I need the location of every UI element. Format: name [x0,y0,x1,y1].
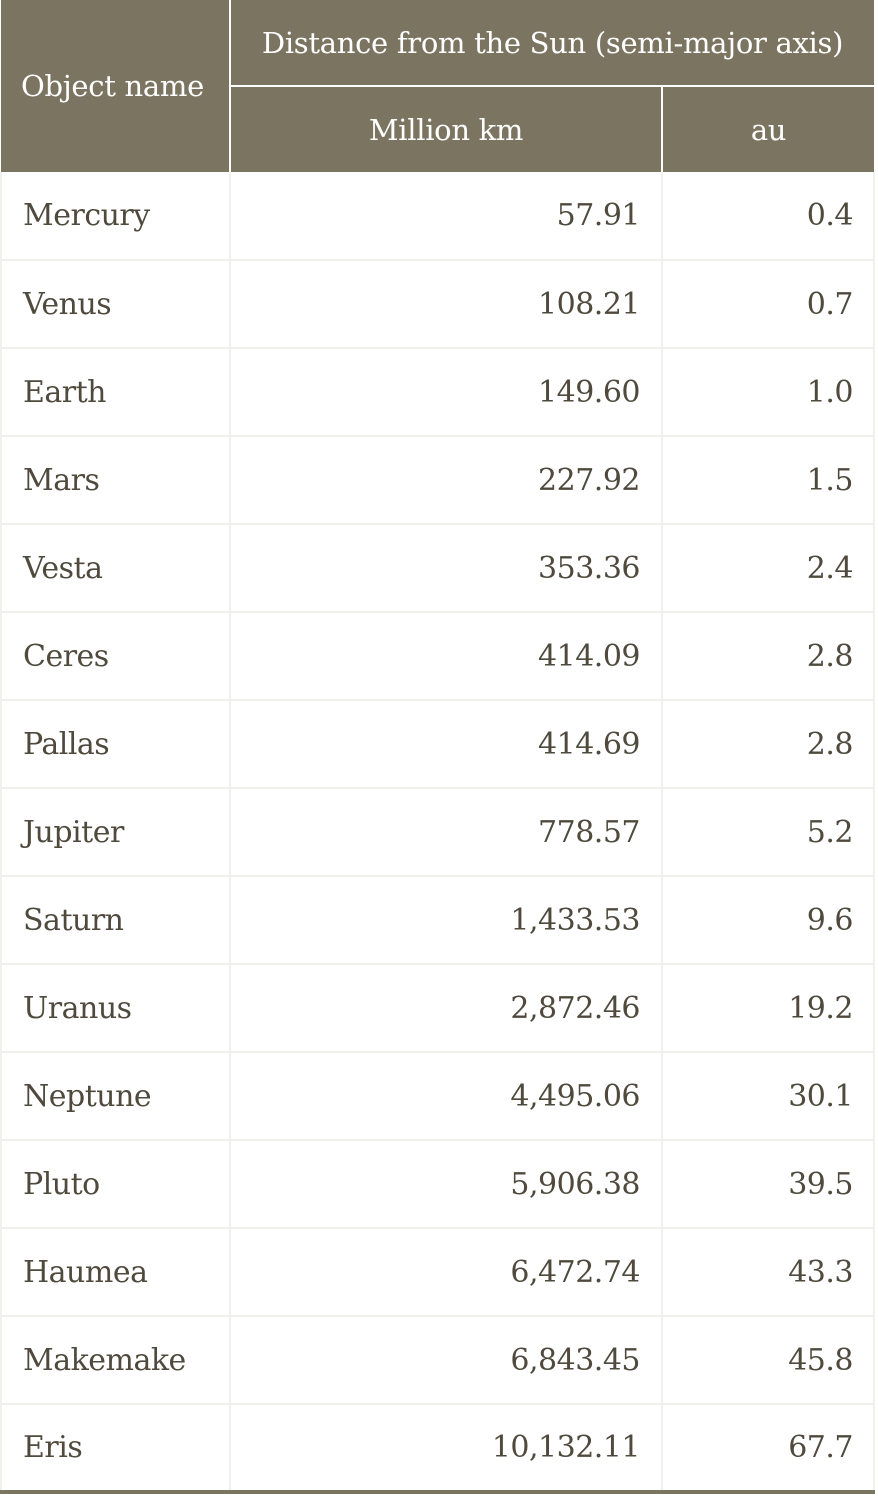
cell-au: 43.3 [662,1228,875,1317]
cell-au: 67.7 [662,1404,875,1494]
cell-object-name: Saturn [0,876,231,965]
table-row: Ceres 414.09 2.8 [0,612,875,701]
header-row-sub: Million km au [1,86,874,172]
cell-object-name: Neptune [0,1052,231,1141]
column-group-header-distance: Distance from the Sun (semi-major axis) [230,0,874,87]
cell-million-km: 5,906.38 [230,1140,663,1229]
table-row: Saturn 1,433.53 9.6 [0,876,875,965]
cell-au: 2.4 [662,524,875,613]
cell-object-name: Uranus [0,964,231,1053]
table-row: Jupiter 778.57 5.2 [0,788,875,877]
cell-object-name: Jupiter [0,788,231,877]
cell-au: 9.6 [662,876,875,965]
cell-object-name: Pluto [0,1140,231,1229]
cell-object-name: Haumea [0,1228,231,1317]
table-row: Makemake 6,843.45 45.8 [0,1316,875,1405]
cell-au: 0.4 [662,172,875,261]
cell-object-name: Mars [0,436,231,525]
cell-object-name: Mercury [0,172,231,261]
column-header-object-name: Object name [1,0,231,172]
cell-au: 1.5 [662,436,875,525]
column-header-million-km: Million km [230,86,663,172]
cell-million-km: 4,495.06 [230,1052,663,1141]
cell-object-name: Pallas [0,700,231,789]
cell-object-name: Earth [0,348,231,437]
cell-million-km: 778.57 [230,788,663,877]
cell-au: 2.8 [662,700,875,789]
cell-million-km: 6,843.45 [230,1316,663,1405]
cell-million-km: 1,433.53 [230,876,663,965]
cell-object-name: Venus [0,260,231,349]
header-row-top: Object name Distance from the Sun (semi-… [1,0,874,172]
table-row: Neptune 4,495.06 30.1 [0,1052,875,1141]
cell-million-km: 414.09 [230,612,663,701]
cell-au: 19.2 [662,964,875,1053]
cell-au: 45.8 [662,1316,875,1405]
table-row: Mars 227.92 1.5 [0,436,875,525]
table-header: Object name Distance from the Sun (semi-… [1,0,874,172]
cell-million-km: 57.91 [230,172,663,261]
cell-million-km: 6,472.74 [230,1228,663,1317]
cell-million-km: 108.21 [230,260,663,349]
cell-au: 39.5 [662,1140,875,1229]
table-row: Venus 108.21 0.7 [0,260,875,349]
cell-au: 0.7 [662,260,875,349]
cell-au: 30.1 [662,1052,875,1141]
table-row: Eris 10,132.11 67.7 [0,1404,875,1494]
cell-au: 2.8 [662,612,875,701]
table-row: Haumea 6,472.74 43.3 [0,1228,875,1317]
cell-object-name: Vesta [0,524,231,613]
table-row: Uranus 2,872.46 19.2 [0,964,875,1053]
cell-object-name: Eris [0,1404,231,1494]
cell-object-name: Ceres [0,612,231,701]
cell-object-name: Makemake [0,1316,231,1405]
cell-million-km: 227.92 [230,436,663,525]
cell-million-km: 10,132.11 [230,1404,663,1494]
table-row: Pluto 5,906.38 39.5 [0,1140,875,1229]
cell-million-km: 149.60 [230,348,663,437]
cell-million-km: 414.69 [230,700,663,789]
table-row: Earth 149.60 1.0 [0,348,875,437]
table-body: Mercury 57.91 0.4 Venus 108.21 0.7 Earth… [0,172,875,1494]
cell-million-km: 2,872.46 [230,964,663,1053]
column-header-au: au [662,86,874,172]
cell-au: 1.0 [662,348,875,437]
cell-au: 5.2 [662,788,875,877]
table-row: Pallas 414.69 2.8 [0,700,875,789]
cell-million-km: 353.36 [230,524,663,613]
table-row: Mercury 57.91 0.4 [0,172,875,261]
table-row: Vesta 353.36 2.4 [0,524,875,613]
